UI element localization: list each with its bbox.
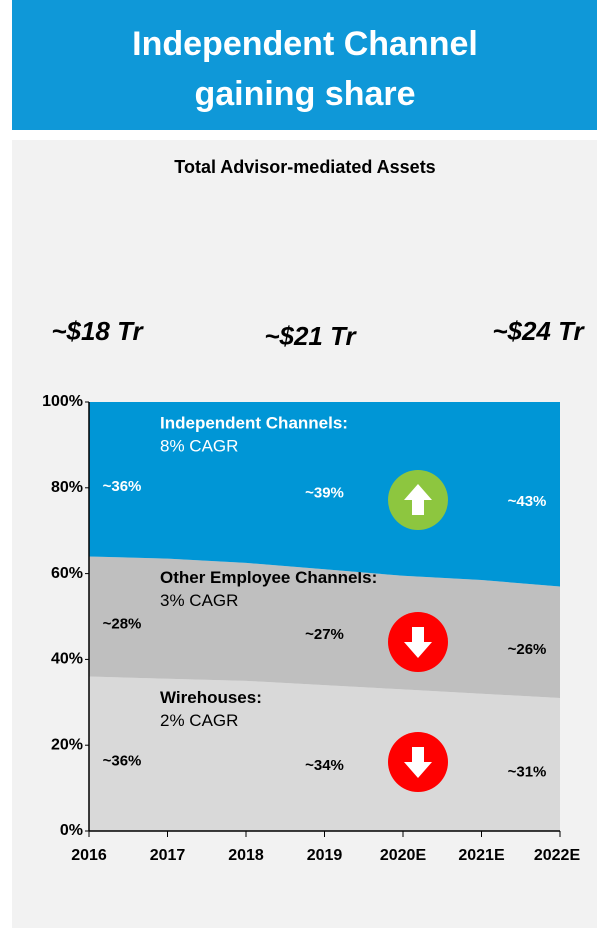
down-arrow (404, 627, 432, 658)
series-note: 8% CAGR (160, 436, 238, 455)
y-tick-label: 80% (51, 479, 83, 496)
value-label: ~36% (103, 478, 142, 495)
area (89, 556, 560, 699)
series-name: Independent Channels: (160, 413, 348, 432)
down-arrow (404, 747, 432, 778)
value-label: ~31% (508, 763, 547, 780)
value-label: ~39% (305, 485, 344, 502)
x-tick-label: 2022E (534, 847, 581, 864)
value-label: ~43% (508, 493, 547, 510)
chart-title: gaining share (194, 75, 415, 113)
total-annotation: ~$24 Tr (492, 316, 585, 346)
x-tick-label: 2021E (458, 847, 505, 864)
value-label: ~27% (305, 626, 344, 643)
y-tick-label: 40% (51, 651, 83, 668)
trend-icons (388, 470, 448, 792)
chart-subtitle: Total Advisor-mediated Assets (174, 157, 435, 177)
series-note: 3% CAGR (160, 591, 238, 610)
series-name: Other Employee Channels: (160, 568, 377, 587)
value-label: ~28% (103, 615, 142, 632)
area (89, 676, 560, 831)
total-annotation: ~$18 Tr (51, 316, 144, 346)
x-tick-label: 2020E (380, 847, 427, 864)
y-tick-label: 20% (51, 736, 83, 753)
plot: ~36% ~34% ~31% Wirehouses: 2% CAGR ~28% ~27% ~2… (42, 316, 585, 864)
y-tick-label: 0% (60, 822, 83, 839)
area (89, 402, 560, 587)
y-tick-label: 60% (51, 565, 83, 582)
x-tick-label: 2016 (71, 847, 107, 864)
x-tick-label: 2019 (307, 847, 343, 864)
value-label: ~26% (508, 641, 547, 658)
series-note: 2% CAGR (160, 711, 238, 730)
chart-title: Independent Channel (132, 25, 478, 63)
total-annotation: ~$21 Tr (264, 321, 357, 351)
header-band (12, 0, 597, 130)
series-name: Wirehouses: (160, 688, 262, 707)
up-arrow (404, 484, 432, 515)
value-label: ~34% (305, 757, 344, 774)
x-tick-label: 2017 (150, 847, 186, 864)
value-label: ~36% (103, 753, 142, 770)
x-tick-label: 2018 (228, 847, 264, 864)
y-tick-label: 100% (42, 393, 83, 410)
